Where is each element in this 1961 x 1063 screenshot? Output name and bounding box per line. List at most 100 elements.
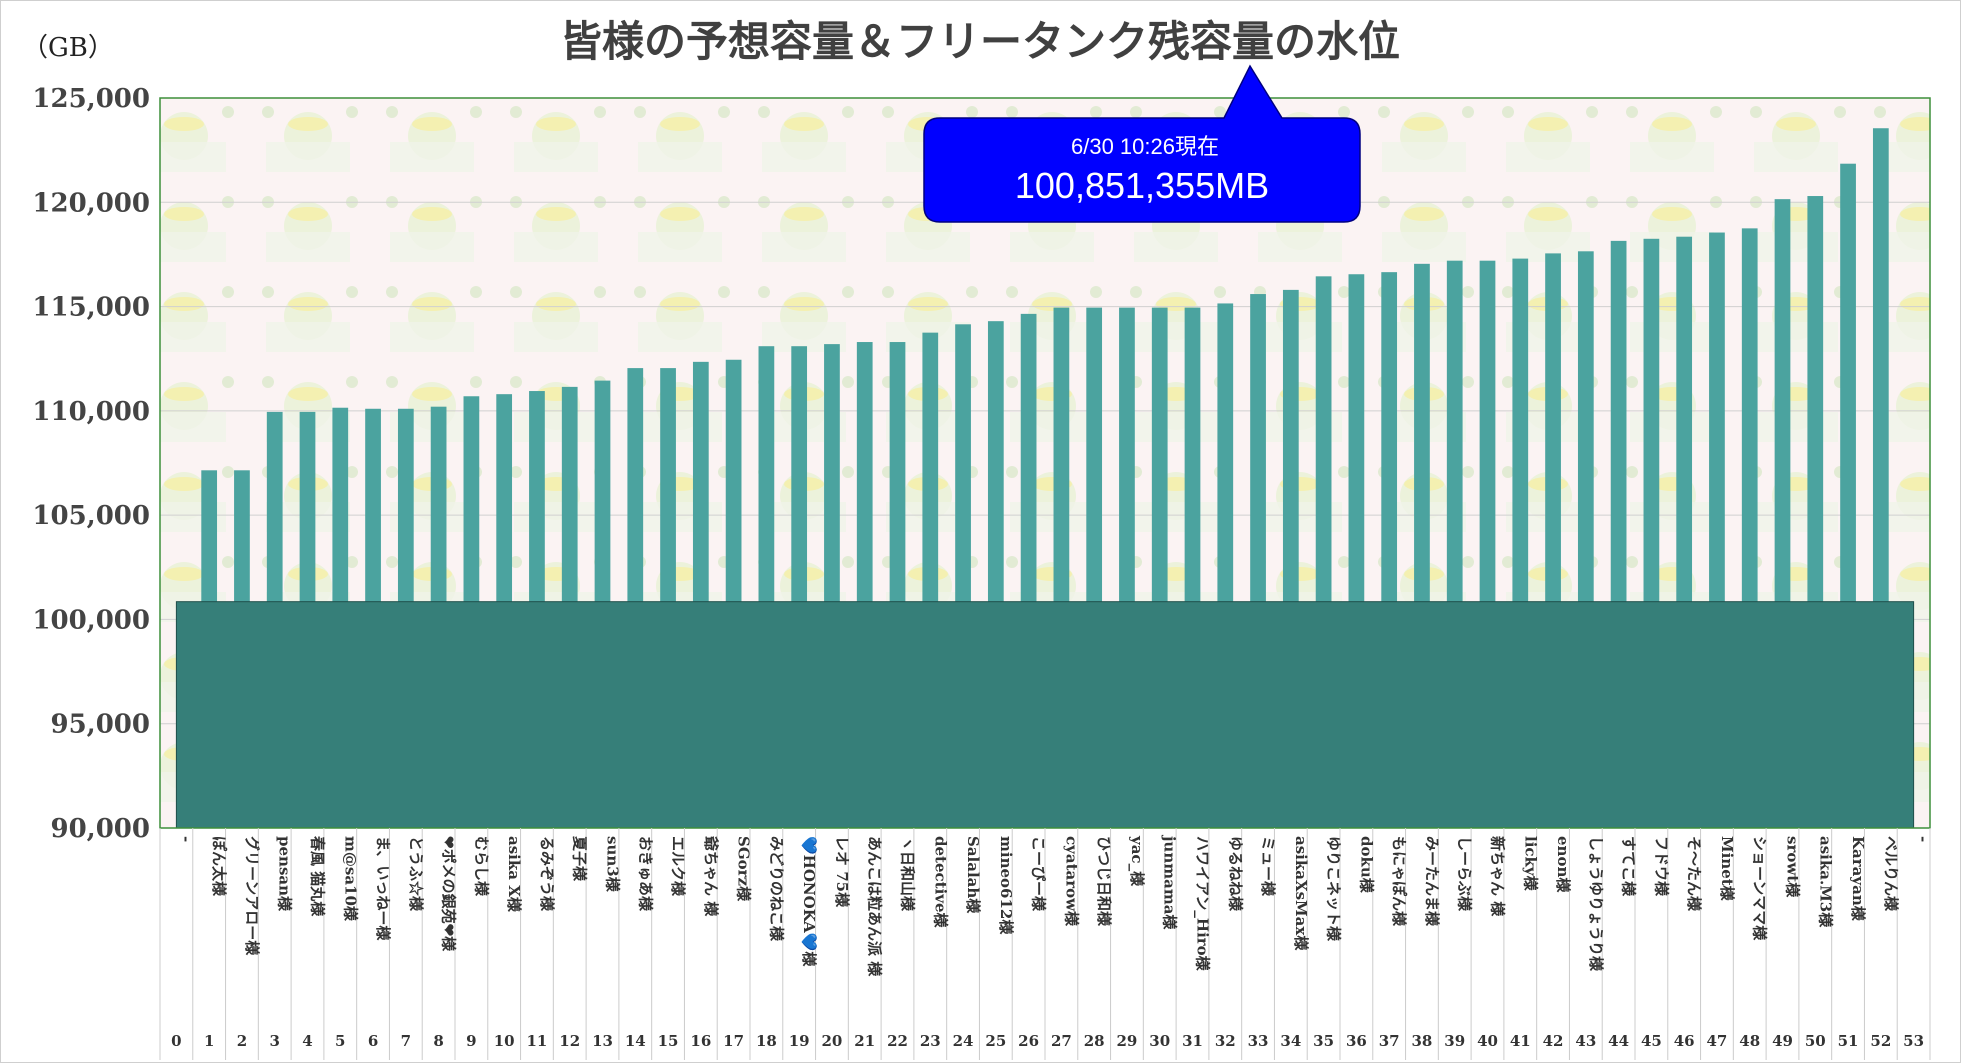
x-index-label: 0 <box>171 1032 181 1050</box>
x-category-label: srowt様 <box>1784 836 1802 898</box>
x-index-label: 41 <box>1510 1032 1531 1050</box>
x-category-label: asika X様 <box>505 836 523 913</box>
y-tick-label: 100,000 <box>32 605 150 635</box>
x-index-label: 52 <box>1870 1032 1891 1050</box>
x-index-label: 21 <box>854 1032 875 1050</box>
x-category-label: - <box>1915 836 1933 842</box>
x-index-label: 34 <box>1280 1032 1301 1050</box>
x-index-label: 11 <box>527 1032 548 1050</box>
x-index-label: 7 <box>401 1032 411 1050</box>
x-category-label: るみぞう様 <box>538 836 556 912</box>
callout-value: 100,851,355MB <box>1015 165 1269 206</box>
x-category-label: 💙HONOKA💙様 <box>800 836 818 967</box>
x-index-label: 24 <box>953 1032 974 1050</box>
x-category-label: asika.M3様 <box>1816 836 1834 928</box>
x-category-label: すてこ様 <box>1620 836 1638 897</box>
x-category-label: みどりのねこ様 <box>767 836 785 942</box>
x-category-label: yac_様 <box>1128 835 1146 887</box>
x-category-label: おきゅあ様 <box>636 836 654 912</box>
x-index-label: 37 <box>1379 1032 1400 1050</box>
x-category-label: ぽん太様 <box>210 836 228 897</box>
y-tick-label: 115,000 <box>32 293 150 323</box>
x-category-label: sun3様 <box>604 836 622 893</box>
callout-date: 6/30 10:26現在 <box>1071 134 1219 159</box>
x-index-label: 12 <box>559 1032 580 1050</box>
x-category-label: あんこは粒あん派 様 <box>866 836 884 977</box>
x-index-label: 18 <box>756 1032 777 1050</box>
x-index-label: 39 <box>1444 1032 1465 1050</box>
x-index-label: 23 <box>920 1032 941 1050</box>
x-category-label: ショーンママ様 <box>1751 836 1769 941</box>
x-category-label: ゆるねね様 <box>1226 836 1244 912</box>
y-tick-label: 95,000 <box>50 710 150 740</box>
x-index-label: 31 <box>1182 1032 1203 1050</box>
x-category-label: とうふ☆様 <box>407 836 425 912</box>
x-category-label: ひつじ日和様 <box>1095 836 1113 927</box>
x-category-label: asikaXsMax様 <box>1292 836 1310 951</box>
x-index-label: 15 <box>658 1032 679 1050</box>
x-index-label: 2 <box>237 1032 247 1050</box>
x-axis-categories: 0 - 1 ぽん太様 2 グリーンアロー様 3 pensan様 4 春風 猫丸様 5 m@sa10様 6… <box>171 828 1933 1060</box>
x-category-label: ベルりん様 <box>1882 836 1900 912</box>
x-category-label: enon様 <box>1554 836 1572 893</box>
x-category-label: mineo612様 <box>997 836 1015 935</box>
x-index-label: 51 <box>1838 1032 1859 1050</box>
x-index-label: 17 <box>723 1032 744 1050</box>
x-index-label: 30 <box>1149 1032 1170 1050</box>
x-category-label: しーらぶ様 <box>1456 836 1474 912</box>
x-category-label: Salalah様 <box>964 836 982 914</box>
x-category-label: 春風 猫丸様 <box>309 836 327 917</box>
x-index-label: 25 <box>985 1032 1006 1050</box>
x-index-label: 26 <box>1018 1032 1039 1050</box>
x-index-label: 42 <box>1543 1032 1564 1050</box>
x-category-label: もにゃぽん様 <box>1390 836 1408 927</box>
x-index-label: 40 <box>1477 1032 1498 1050</box>
y-tick-label: 110,000 <box>32 397 150 427</box>
x-index-label: 49 <box>1772 1032 1793 1050</box>
x-index-label: 45 <box>1641 1032 1662 1050</box>
x-category-label: レオ 75様 <box>833 836 851 908</box>
x-category-label: フドウ様 <box>1652 836 1670 897</box>
unit-label: （GB） <box>22 33 114 63</box>
x-category-label: - <box>177 836 195 842</box>
x-category-label: junmama様 <box>1161 834 1179 930</box>
x-category-label: みーたんま様 <box>1423 836 1441 927</box>
x-category-label: 新ちゃん 様 <box>1489 836 1507 917</box>
x-index-label: 29 <box>1117 1032 1138 1050</box>
x-category-label: 夏子様 <box>571 835 589 882</box>
x-index-label: 9 <box>466 1032 476 1050</box>
x-category-label: detective様 <box>931 836 949 929</box>
x-index-label: 44 <box>1608 1032 1629 1050</box>
x-category-label: グリーンアロー様 <box>243 836 261 956</box>
x-index-label: 36 <box>1346 1032 1367 1050</box>
x-index-label: 48 <box>1739 1032 1760 1050</box>
callout-bubble <box>923 64 1361 223</box>
x-category-label: ミュー様 <box>1259 836 1277 897</box>
x-index-label: 28 <box>1084 1032 1105 1050</box>
x-category-label: pensan様 <box>276 836 294 912</box>
x-index-label: 46 <box>1674 1032 1695 1050</box>
y-tick-label: 120,000 <box>32 188 150 218</box>
x-category-label: エルク様 <box>669 836 687 897</box>
x-index-label: 47 <box>1707 1032 1728 1050</box>
x-index-label: 35 <box>1313 1032 1334 1050</box>
x-index-label: 8 <box>433 1032 443 1050</box>
x-index-label: 38 <box>1412 1032 1433 1050</box>
y-tick-label: 90,000 <box>50 814 150 844</box>
x-index-label: 6 <box>368 1032 378 1050</box>
x-category-label: doku様 <box>1357 836 1375 894</box>
x-index-label: 22 <box>887 1032 908 1050</box>
x-index-label: 14 <box>625 1032 646 1050</box>
callout: 6/30 10:26現在 100,851,355MB <box>923 64 1361 223</box>
x-index-label: 27 <box>1051 1032 1072 1050</box>
x-category-label: ま、いっねー様 <box>374 836 392 941</box>
x-category-label: ヽ日和山様 <box>899 836 917 912</box>
x-category-label: m@sa10様 <box>341 836 359 922</box>
x-category-label: licky様 <box>1521 836 1539 892</box>
x-index-label: 1 <box>204 1032 214 1050</box>
x-category-label: 爺ちゃん 様 <box>702 835 720 917</box>
x-index-label: 16 <box>690 1032 711 1050</box>
x-index-label: 20 <box>822 1032 843 1050</box>
x-index-label: 19 <box>789 1032 810 1050</box>
